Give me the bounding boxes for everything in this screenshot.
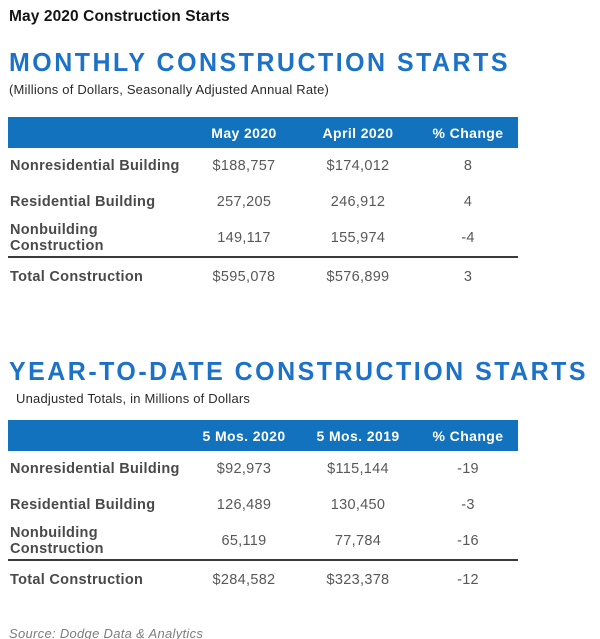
row-value-col1: $188,757 xyxy=(190,158,298,174)
total-value-col2: $323,378 xyxy=(298,572,418,588)
table-row: Residential Building 126,489 130,450 -3 xyxy=(8,487,518,523)
row-value-change: 4 xyxy=(418,194,518,210)
row-value-change: 8 xyxy=(418,158,518,174)
row-value-col1: 149,117 xyxy=(190,230,298,246)
total-row: Total Construction $595,078 $576,899 3 xyxy=(8,256,518,296)
table-row: Residential Building 257,205 246,912 4 xyxy=(8,184,518,220)
page: May 2020 Construction Starts MONTHLY CON… xyxy=(0,0,600,639)
row-value-col2: 155,974 xyxy=(298,230,418,246)
total-row: Total Construction $284,582 $323,378 -12 xyxy=(8,559,518,599)
row-value-col1: 257,205 xyxy=(190,194,298,210)
table-row: Nonresidential Building $92,973 $115,144… xyxy=(8,451,518,487)
total-value-change: 3 xyxy=(418,269,518,285)
row-label: Residential Building xyxy=(8,194,190,210)
total-value-col1: $595,078 xyxy=(190,269,298,285)
total-label: Total Construction xyxy=(8,572,190,588)
row-label: Nonresidential Building xyxy=(8,158,190,174)
row-value-change: -3 xyxy=(418,497,518,513)
row-value-col2: 130,450 xyxy=(298,497,418,513)
ytd-section-subtitle: Unadjusted Totals, in Millions of Dollar… xyxy=(16,391,600,406)
row-value-change: -16 xyxy=(418,533,518,549)
total-label: Total Construction xyxy=(8,269,190,285)
ytd-table: 5 Mos. 2020 5 Mos. 2019 % Change Nonresi… xyxy=(8,420,518,599)
row-value-change: -19 xyxy=(418,461,518,477)
row-value-col1: 126,489 xyxy=(190,497,298,513)
source-attribution: Source: Dodge Data & Analytics xyxy=(9,626,600,639)
total-value-change: -12 xyxy=(418,572,518,588)
ytd-table-header-row: 5 Mos. 2020 5 Mos. 2019 % Change xyxy=(8,420,518,451)
row-value-col2: $115,144 xyxy=(298,461,418,477)
ytd-header-col2: 5 Mos. 2019 xyxy=(298,428,418,444)
monthly-section-heading: MONTHLY CONSTRUCTION STARTS xyxy=(9,47,576,78)
row-value-change: -4 xyxy=(418,230,518,246)
total-value-col1: $284,582 xyxy=(190,572,298,588)
total-value-col2: $576,899 xyxy=(298,269,418,285)
row-value-col1: $92,973 xyxy=(190,461,298,477)
ytd-section-heading: YEAR-TO-DATE CONSTRUCTION STARTS xyxy=(9,356,576,387)
row-value-col1: 65,119 xyxy=(190,533,298,549)
monthly-section-subtitle: (Millions of Dollars, Seasonally Adjuste… xyxy=(9,82,600,97)
document-title: May 2020 Construction Starts xyxy=(9,8,600,26)
monthly-header-col2: April 2020 xyxy=(298,125,418,141)
ytd-header-col1: 5 Mos. 2020 xyxy=(190,428,298,444)
monthly-header-col1: May 2020 xyxy=(190,125,298,141)
row-label: Nonbuilding Construction xyxy=(8,222,190,254)
ytd-header-change: % Change xyxy=(418,428,518,444)
table-row: Nonbuilding Construction 149,117 155,974… xyxy=(8,220,518,256)
row-label: Nonresidential Building xyxy=(8,461,190,477)
row-label: Residential Building xyxy=(8,497,190,513)
table-row: Nonbuilding Construction 65,119 77,784 -… xyxy=(8,523,518,559)
row-value-col2: 77,784 xyxy=(298,533,418,549)
monthly-header-change: % Change xyxy=(418,125,518,141)
row-value-col2: 246,912 xyxy=(298,194,418,210)
row-label: Nonbuilding Construction xyxy=(8,525,190,557)
monthly-table-header-row: May 2020 April 2020 % Change xyxy=(8,117,518,148)
row-value-col2: $174,012 xyxy=(298,158,418,174)
monthly-table: May 2020 April 2020 % Change Nonresident… xyxy=(8,117,518,296)
table-row: Nonresidential Building $188,757 $174,01… xyxy=(8,148,518,184)
